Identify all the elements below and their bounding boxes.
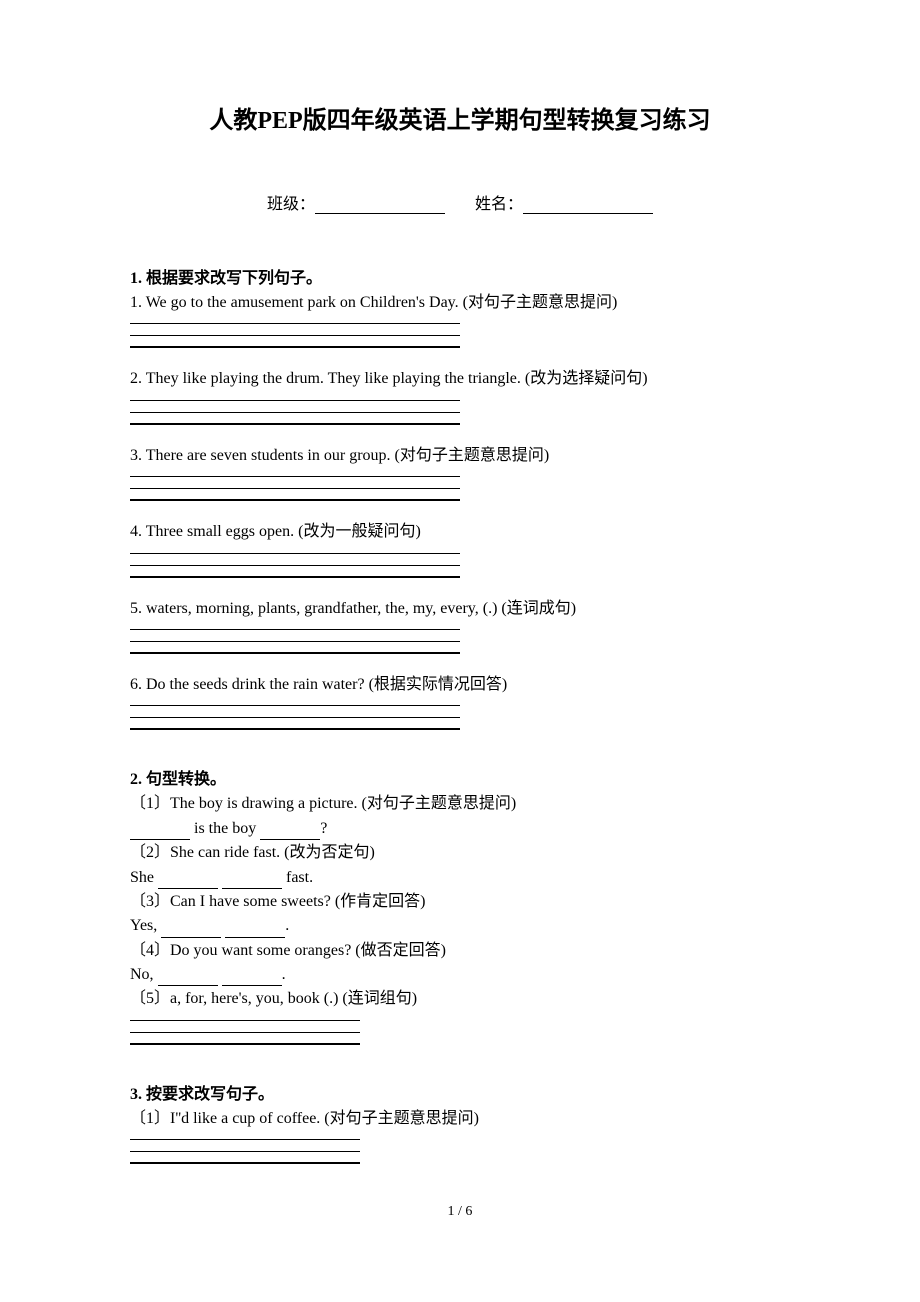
- answer-line[interactable]: [130, 417, 460, 425]
- answer-line[interactable]: [130, 493, 460, 501]
- s1-q6: 6. Do the seeds drink the rain water? (根…: [130, 674, 790, 696]
- answer-line[interactable]: [130, 558, 460, 566]
- s2-q2-blanks: She fast.: [130, 867, 790, 889]
- s3-q1: 〔1〕I''d like a cup of coffee. (对句子主题意思提问…: [130, 1108, 790, 1130]
- answer-line[interactable]: [130, 710, 460, 718]
- s1-q5: 5. waters, morning, plants, grandfather,…: [130, 598, 790, 620]
- answer-line[interactable]: [130, 1013, 360, 1021]
- s2-q2-text-a: She: [130, 869, 158, 886]
- s1-q3: 3. There are seven students in our group…: [130, 445, 790, 467]
- name-blank[interactable]: [523, 196, 653, 214]
- s2-q1-text-b: ?: [320, 820, 327, 837]
- s2-q4: 〔4〕Do you want some oranges? (做否定回答): [130, 940, 790, 962]
- answer-line[interactable]: [130, 393, 460, 401]
- class-name-fields: 班级： 姓名：: [130, 190, 790, 214]
- s2-q4-text-b: .: [282, 966, 286, 983]
- s2-q1: 〔1〕The boy is drawing a picture. (对句子主题意…: [130, 793, 790, 815]
- answer-line[interactable]: [130, 405, 460, 413]
- answer-line[interactable]: [130, 722, 460, 730]
- s1-q2: 2. They like playing the drum. They like…: [130, 368, 790, 390]
- section-1: 1. 根据要求改写下列句子。 1. We go to the amusement…: [130, 264, 790, 730]
- answer-line[interactable]: [130, 469, 460, 477]
- section-2-header: 2. 句型转换。: [130, 765, 790, 789]
- class-label: 班级：: [267, 196, 315, 213]
- s2-q5: 〔5〕a, for, here's, you, book (.) (连词组句): [130, 988, 790, 1010]
- answer-line[interactable]: [130, 1144, 360, 1152]
- s2-q4-blanks: No, .: [130, 964, 790, 986]
- answer-line[interactable]: [130, 340, 460, 348]
- answer-line[interactable]: [130, 481, 460, 489]
- section-1-header: 1. 根据要求改写下列句子。: [130, 264, 790, 288]
- s2-q2: 〔2〕She can ride fast. (改为否定句): [130, 842, 790, 864]
- blank-inline[interactable]: [158, 873, 218, 889]
- name-label: 姓名：: [475, 196, 523, 213]
- s2-q3: 〔3〕Can I have some sweets? (作肯定回答): [130, 891, 790, 913]
- blank-inline[interactable]: [222, 873, 282, 889]
- answer-line[interactable]: [130, 622, 460, 630]
- answer-line[interactable]: [130, 1037, 360, 1045]
- section-3: 3. 按要求改写句子。 〔1〕I''d like a cup of coffee…: [130, 1080, 790, 1164]
- blank-inline[interactable]: [158, 970, 218, 986]
- s2-q3-text-a: Yes,: [130, 917, 161, 934]
- s2-q2-text-b: fast.: [282, 869, 313, 886]
- blank-inline[interactable]: [222, 970, 282, 986]
- s2-q4-text-a: No,: [130, 966, 158, 983]
- s2-q3-text-b: .: [285, 917, 289, 934]
- answer-line[interactable]: [130, 1132, 360, 1140]
- blank-inline[interactable]: [161, 922, 221, 938]
- section-3-header: 3. 按要求改写句子。: [130, 1080, 790, 1104]
- answer-line[interactable]: [130, 1156, 360, 1164]
- answer-line[interactable]: [130, 698, 460, 706]
- s1-q4: 4. Three small eggs open. (改为一般疑问句): [130, 521, 790, 543]
- answer-line[interactable]: [130, 1025, 360, 1033]
- answer-line[interactable]: [130, 546, 460, 554]
- answer-line[interactable]: [130, 570, 460, 578]
- document-title: 人教PEP版四年级英语上学期句型转换复习练习: [130, 100, 790, 135]
- class-blank[interactable]: [315, 196, 445, 214]
- answer-line[interactable]: [130, 634, 460, 642]
- s2-q3-blanks: Yes, .: [130, 915, 790, 937]
- blank-inline[interactable]: [130, 824, 190, 840]
- answer-line[interactable]: [130, 316, 460, 324]
- answer-line[interactable]: [130, 646, 460, 654]
- s2-q1-blanks: is the boy ?: [130, 818, 790, 840]
- page-number: 1 / 6: [130, 1204, 790, 1220]
- section-2: 2. 句型转换。 〔1〕The boy is drawing a picture…: [130, 765, 790, 1045]
- blank-inline[interactable]: [260, 824, 320, 840]
- answer-line[interactable]: [130, 328, 460, 336]
- s1-q1: 1. We go to the amusement park on Childr…: [130, 292, 790, 314]
- s2-q1-text-a: is the boy: [190, 820, 260, 837]
- blank-inline[interactable]: [225, 922, 285, 938]
